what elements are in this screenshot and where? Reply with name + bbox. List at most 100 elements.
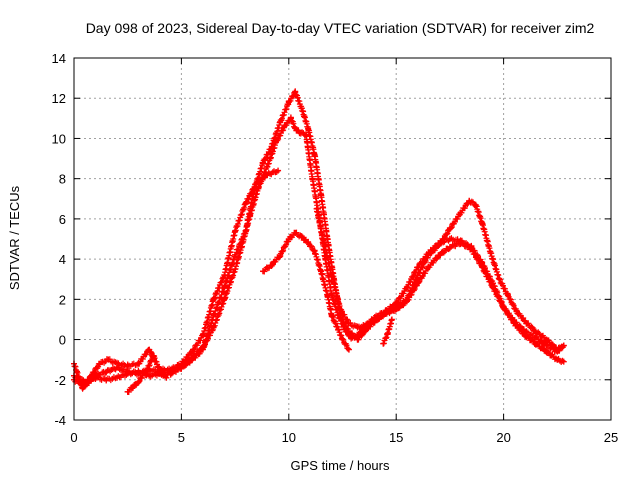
y-tick-label: 10: [52, 131, 66, 146]
data-point: [210, 312, 217, 319]
data-point: [560, 342, 567, 349]
data-point: [388, 316, 395, 323]
data-point: [479, 219, 486, 226]
data-point: [309, 175, 316, 182]
data-point: [285, 236, 292, 242]
data-point: [457, 209, 464, 216]
data-point: [337, 306, 344, 313]
data-point: [232, 227, 239, 234]
data-point: [543, 336, 550, 343]
data-point: [124, 362, 131, 369]
data-point: [103, 368, 110, 375]
data-point: [92, 374, 99, 381]
data-point: [446, 236, 453, 242]
data-point: [292, 125, 299, 132]
data-point: [302, 131, 309, 138]
data-point: [446, 225, 453, 232]
data-point: [124, 388, 131, 395]
data-point: [144, 366, 151, 373]
data-point: [96, 360, 103, 367]
data-point: [318, 191, 325, 198]
data-point: [221, 284, 228, 291]
x-axis-label: GPS time / hours: [291, 458, 390, 473]
data-point: [305, 125, 312, 132]
data-point: [221, 272, 228, 279]
data-point: [414, 280, 421, 287]
data-point: [335, 326, 342, 333]
data-point: [79, 384, 86, 391]
data-point: [156, 368, 163, 375]
data-point: [292, 89, 299, 96]
data-point: [532, 328, 539, 335]
y-tick-label: 8: [59, 172, 66, 187]
data-point: [403, 284, 410, 291]
data-point: [242, 199, 249, 206]
data-point: [281, 123, 288, 130]
data-point: [320, 236, 327, 242]
data-point: [436, 242, 443, 249]
data-point: [318, 268, 325, 275]
marker-trace: [71, 168, 280, 392]
data-point: [199, 332, 206, 339]
grid-lines: [74, 58, 611, 420]
data-point: [328, 272, 335, 279]
data-point: [354, 336, 361, 343]
data-point: [403, 296, 410, 303]
data-point: [532, 334, 539, 341]
data-point: [543, 348, 550, 355]
series-track-e: [313, 197, 567, 354]
data-point: [88, 372, 95, 379]
data-point: [135, 360, 142, 367]
data-point: [305, 240, 312, 247]
data-point: [296, 129, 303, 136]
data-point: [135, 378, 142, 385]
data-point: [354, 324, 361, 331]
data-point: [311, 248, 318, 255]
data-point: [489, 284, 496, 291]
y-axis-label: SDTVAR / TECUs: [7, 185, 22, 290]
data-point: [472, 201, 479, 208]
data-point: [189, 356, 196, 363]
data-point: [105, 356, 112, 363]
data-point: [113, 374, 120, 381]
data-point: [311, 151, 318, 158]
data-point: [277, 119, 284, 126]
data-point: [313, 205, 320, 212]
chart-title: Day 098 of 2023, Sidereal Day-to-day VTE…: [86, 20, 595, 36]
data-point: [554, 356, 561, 363]
data-point: [287, 115, 294, 122]
data-point: [328, 312, 335, 319]
data-point: [285, 99, 292, 106]
data-point: [466, 197, 473, 204]
x-tick-label: 15: [389, 430, 403, 445]
data-point: [277, 252, 284, 259]
data-point: [425, 252, 432, 259]
series-track-f: [124, 352, 170, 395]
y-tick-label: 4: [59, 252, 66, 267]
data-point: [496, 276, 503, 283]
data-point: [242, 227, 249, 234]
data-point: [382, 310, 389, 317]
series-track-c: [71, 167, 282, 392]
data-point: [468, 246, 475, 253]
data-point: [146, 372, 153, 379]
y-tick-label: 14: [52, 51, 66, 66]
data-point: [113, 360, 120, 367]
data-point: [135, 368, 142, 375]
data-point: [268, 143, 275, 150]
data-point: [264, 171, 271, 178]
x-tick-label: 20: [496, 430, 510, 445]
data-point: [380, 340, 387, 347]
y-tick-label: 6: [59, 212, 66, 227]
data-point: [511, 320, 518, 327]
data-point: [167, 366, 174, 373]
y-tick-label: 2: [59, 292, 66, 307]
data-point: [393, 304, 400, 311]
data-point: [103, 376, 110, 383]
data-point: [487, 250, 494, 257]
data-point: [189, 348, 196, 355]
data-point: [298, 105, 305, 112]
data-point: [199, 346, 206, 353]
data-point: [260, 159, 267, 166]
data-point: [522, 318, 529, 325]
